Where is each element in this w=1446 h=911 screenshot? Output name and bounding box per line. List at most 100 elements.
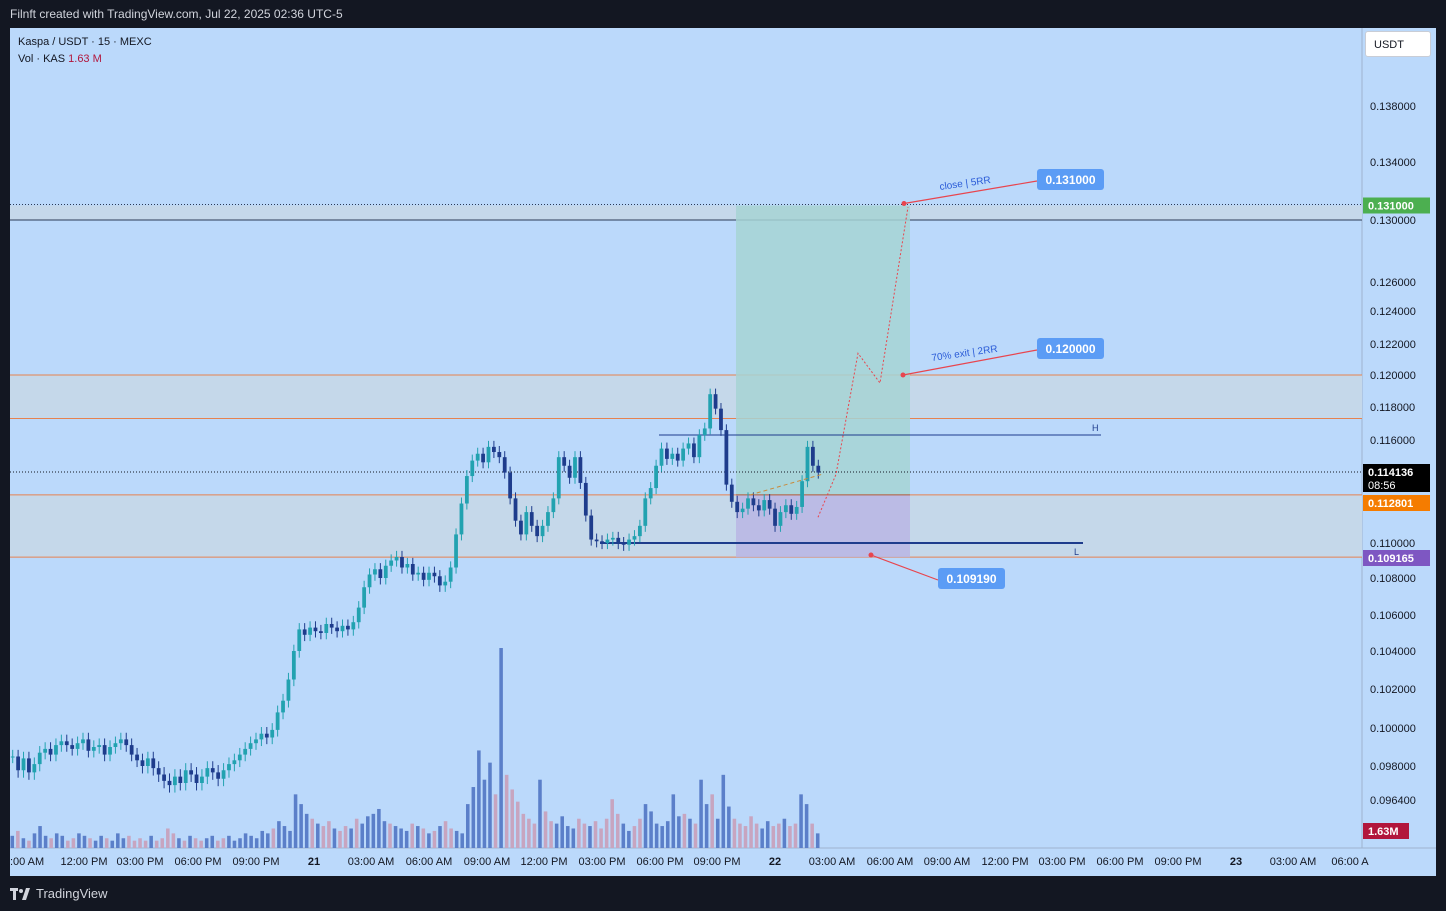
tradingview-logo[interactable]: TradingView <box>10 886 108 901</box>
volume-bar <box>277 821 281 848</box>
volume-bar <box>788 826 792 848</box>
candle-body <box>167 780 172 786</box>
volume-bar <box>349 828 353 848</box>
candle-body <box>351 622 356 630</box>
candle-body <box>362 587 367 608</box>
symbol-title[interactable]: Kaspa / USDT · 15 · MEXC <box>18 36 152 48</box>
price-tick-label: 0.106000 <box>1370 610 1416 622</box>
volume-bar <box>754 823 759 848</box>
candle-body <box>756 505 761 511</box>
candle-body <box>427 572 431 580</box>
volume-bar <box>482 779 487 848</box>
volume-bar <box>254 838 259 848</box>
candle-body <box>470 460 475 477</box>
time-tick-label: 9:00 AM <box>10 856 44 868</box>
candle-body <box>405 564 410 568</box>
candle-body <box>513 498 518 521</box>
volume-bar <box>110 840 115 848</box>
candle-body <box>37 752 42 765</box>
volume-bar <box>704 804 709 848</box>
volume-bar <box>288 830 292 848</box>
volume-bar <box>343 826 348 848</box>
volume-bar <box>249 835 253 848</box>
price-tick-label: 0.122000 <box>1370 339 1416 351</box>
volume-bar <box>182 840 187 848</box>
candle-body <box>719 408 723 431</box>
candle-body <box>540 525 545 537</box>
candle-body <box>486 446 491 463</box>
volume-bar <box>560 816 564 848</box>
currency-selector[interactable]: USDT <box>1365 31 1431 57</box>
volume-bar <box>216 840 220 848</box>
exit-2rr-label: 70% exit | 2RR <box>931 344 998 364</box>
volume-bar <box>104 838 109 848</box>
attribution-bar: Filnft created with TradingView.com, Jul… <box>0 0 1446 28</box>
volume-bar <box>304 813 309 848</box>
candle-body <box>27 758 31 773</box>
candle-body <box>297 629 302 651</box>
volume-bar <box>677 816 681 848</box>
stop-price-text: 0.109190 <box>946 572 996 586</box>
volume-bar <box>88 838 92 848</box>
volume-bar <box>310 818 315 848</box>
volume-bar <box>777 823 781 848</box>
volume-bar <box>749 816 753 848</box>
candle-body <box>632 536 637 540</box>
candle-body <box>621 543 626 545</box>
volume-bar <box>615 813 620 848</box>
candle-body <box>794 506 799 514</box>
time-tick-label: 09:00 PM <box>232 856 279 868</box>
candle-body <box>697 435 702 458</box>
candle-body <box>410 564 415 575</box>
volume-legend: Vol · KAS 1.63 M <box>18 51 152 68</box>
price-tick-label: 0.126000 <box>1370 277 1416 289</box>
time-tick-label: 06:00 PM <box>636 856 683 868</box>
candle-body <box>432 572 437 577</box>
price-tick-label: 0.104000 <box>1370 646 1416 658</box>
close-5rr-price-text: 0.131000 <box>1045 173 1095 187</box>
volume-bar <box>121 838 126 848</box>
price-badge <box>1363 197 1430 214</box>
candle-body <box>702 428 707 436</box>
volume-bar <box>38 826 42 848</box>
volume-bar <box>32 833 37 848</box>
volume-bar <box>793 823 798 848</box>
chart-pane[interactable]: H L 0.131000 close | 5RR 0.120000 70% exit | … <box>10 28 1436 876</box>
candle-body <box>21 758 26 771</box>
candle-body <box>91 747 96 751</box>
time-tick-label: 03:00 AM <box>348 856 394 868</box>
exit-2rr-anchor-dot <box>900 372 906 378</box>
volume-bar <box>527 818 531 848</box>
volume-bar <box>432 830 437 848</box>
volume-bar <box>699 779 703 848</box>
candle-body <box>16 756 21 771</box>
tradingview-icon <box>10 887 30 900</box>
volume-bar <box>532 823 537 848</box>
candle-body <box>605 539 610 543</box>
volume-label: Vol · KAS <box>18 53 66 65</box>
volume-bar <box>549 821 553 848</box>
volume-bar <box>477 750 481 848</box>
candle-body <box>573 457 577 478</box>
volume-bar <box>16 830 20 848</box>
long-position-target-area <box>736 205 910 495</box>
candle-body <box>389 560 394 566</box>
price-tick-label: 0.138000 <box>1370 101 1416 113</box>
volume-bar <box>177 838 181 848</box>
volume-bar <box>238 838 242 848</box>
mid-resistance-zone <box>10 375 1362 419</box>
candle-body <box>729 484 734 502</box>
volume-bar <box>499 648 503 848</box>
candle-body <box>340 625 345 632</box>
candle-body <box>746 498 750 509</box>
attribution-text: Filnft created with TradingView.com, Jul… <box>10 7 343 21</box>
volume-bar <box>404 830 409 848</box>
time-tick-label: 06:00 AM <box>867 856 913 868</box>
volume-bar <box>421 828 426 848</box>
candle-body <box>378 569 383 578</box>
price-badge <box>1363 823 1409 839</box>
exit-2rr-price-text: 0.120000 <box>1045 342 1095 356</box>
volume-bar <box>210 835 215 848</box>
candle-body <box>64 741 69 746</box>
